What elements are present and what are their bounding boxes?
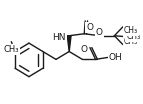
Text: CH₃: CH₃: [4, 45, 19, 54]
Text: O: O: [80, 45, 87, 54]
Text: O: O: [96, 28, 103, 37]
Text: OH: OH: [109, 53, 123, 62]
Text: O: O: [86, 23, 93, 32]
Text: CH₃: CH₃: [127, 32, 141, 41]
Polygon shape: [67, 36, 71, 51]
Text: CH₃: CH₃: [124, 37, 138, 46]
Text: HN: HN: [52, 33, 65, 42]
Text: CH₃: CH₃: [124, 26, 138, 35]
